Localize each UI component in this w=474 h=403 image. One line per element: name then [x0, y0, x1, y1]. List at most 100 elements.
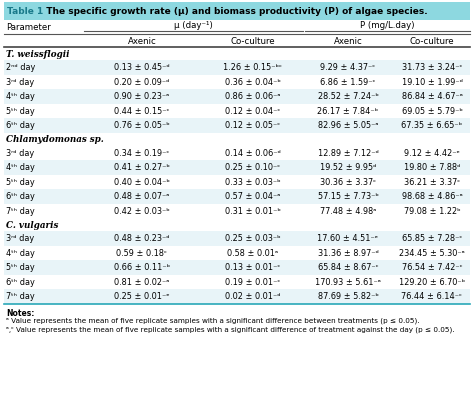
Text: 0.58 ± 0.01ᵃ: 0.58 ± 0.01ᵃ: [228, 249, 279, 258]
Text: 0.13 ± 0.01⁻ᶜ: 0.13 ± 0.01⁻ᶜ: [225, 263, 281, 272]
Text: 6ᵗʰ day: 6ᵗʰ day: [6, 278, 35, 287]
Text: 87.69 ± 5.82⁻ᵇ: 87.69 ± 5.82⁻ᵇ: [318, 292, 378, 301]
Text: 6ᵗʰ day: 6ᵗʰ day: [6, 192, 35, 201]
Text: Parameter: Parameter: [6, 23, 51, 32]
Text: 26.17 ± 7.84⁻ᵇ: 26.17 ± 7.84⁻ᵇ: [318, 106, 379, 116]
Text: Co-culture: Co-culture: [231, 37, 275, 46]
Text: 79.08 ± 1.22ᵇ: 79.08 ± 1.22ᵇ: [404, 207, 460, 216]
Text: 170.93 ± 5.61⁻ᵃ: 170.93 ± 5.61⁻ᵃ: [315, 278, 381, 287]
Text: 19.52 ± 9.95ᵈ: 19.52 ± 9.95ᵈ: [320, 163, 376, 172]
Text: 3ʳᵈ day: 3ʳᵈ day: [6, 149, 34, 158]
Text: 67.35 ± 6.65⁻ᵇ: 67.35 ± 6.65⁻ᵇ: [401, 121, 463, 130]
Text: The specific growth rate (μ) and biomass productivity (P) of algae species.: The specific growth rate (μ) and biomass…: [40, 6, 428, 15]
Text: Axenic: Axenic: [128, 37, 156, 46]
Text: 0.13 ± 0.45⁻ᵈ: 0.13 ± 0.45⁻ᵈ: [114, 63, 170, 72]
Text: 69.05 ± 5.79⁻ᵇ: 69.05 ± 5.79⁻ᵇ: [401, 106, 463, 116]
Text: 0.76 ± 0.05⁻ᵇ: 0.76 ± 0.05⁻ᵇ: [114, 121, 170, 130]
Text: 0.41 ± 0.27⁻ᵇ: 0.41 ± 0.27⁻ᵇ: [114, 163, 170, 172]
Text: 82.96 ± 5.05⁻ᵃ: 82.96 ± 5.05⁻ᵃ: [318, 121, 378, 130]
Text: 0.48 ± 0.07⁻ᵃ: 0.48 ± 0.07⁻ᵃ: [114, 192, 170, 201]
Text: 12.89 ± 7.12⁻ᵈ: 12.89 ± 7.12⁻ᵈ: [318, 149, 378, 158]
Text: 28.52 ± 7.24⁻ᵇ: 28.52 ± 7.24⁻ᵇ: [318, 92, 378, 101]
Bar: [4, 289, 470, 303]
Text: 98.68 ± 4.86⁻ᵃ: 98.68 ± 4.86⁻ᵃ: [401, 192, 462, 201]
Text: 0.81 ± 0.02⁻ᵃ: 0.81 ± 0.02⁻ᵃ: [114, 278, 170, 287]
Text: 65.85 ± 7.28⁻ᶜ: 65.85 ± 7.28⁻ᶜ: [402, 234, 462, 243]
Text: 234.45 ± 5.30⁻ᵃ: 234.45 ± 5.30⁻ᵃ: [399, 249, 465, 258]
Text: 0.19 ± 0.01⁻ᶜ: 0.19 ± 0.01⁻ᶜ: [225, 278, 281, 287]
Text: Chlamydomonas sp.: Chlamydomonas sp.: [6, 135, 104, 144]
Text: 0.57 ± 0.04⁻ᵃ: 0.57 ± 0.04⁻ᵃ: [225, 192, 281, 201]
Text: 3ʳᵈ day: 3ʳᵈ day: [6, 77, 34, 87]
Text: 0.66 ± 0.11⁻ᵇ: 0.66 ± 0.11⁻ᵇ: [114, 263, 170, 272]
Text: 0.12 ± 0.05⁻ᶜ: 0.12 ± 0.05⁻ᶜ: [225, 121, 281, 130]
Text: 9.29 ± 4.37⁻ᶜ: 9.29 ± 4.37⁻ᶜ: [320, 63, 375, 72]
Text: 9.12 ± 4.42⁻ᵉ: 9.12 ± 4.42⁻ᵉ: [404, 149, 460, 158]
Text: 2ⁿᵈ day: 2ⁿᵈ day: [6, 63, 35, 72]
Text: 0.40 ± 0.04⁻ᵇ: 0.40 ± 0.04⁻ᵇ: [114, 178, 170, 187]
Text: 0.20 ± 0.09⁻ᵈ: 0.20 ± 0.09⁻ᵈ: [114, 77, 170, 87]
Text: 19.10 ± 1.99⁻ᵈ: 19.10 ± 1.99⁻ᵈ: [401, 77, 463, 87]
Text: 5ᵗʰ day: 5ᵗʰ day: [6, 106, 35, 116]
Text: 0.59 ± 0.18ᶜ: 0.59 ± 0.18ᶜ: [117, 249, 167, 258]
Bar: [4, 89, 470, 104]
Text: 0.25 ± 0.03⁻ᵇ: 0.25 ± 0.03⁻ᵇ: [225, 234, 281, 243]
Text: 1.26 ± 0.15⁻ᵇᶜ: 1.26 ± 0.15⁻ᵇᶜ: [224, 63, 283, 72]
Text: Axenic: Axenic: [334, 37, 363, 46]
Text: 4ᵗʰ day: 4ᵗʰ day: [6, 249, 35, 258]
Bar: [4, 118, 470, 133]
Text: 86.84 ± 4.67⁻ᵃ: 86.84 ± 4.67⁻ᵃ: [401, 92, 463, 101]
Bar: [4, 2, 470, 20]
Text: 0.02 ± 0.01⁻ᵈ: 0.02 ± 0.01⁻ᵈ: [225, 292, 281, 301]
Text: 0.34 ± 0.19⁻ᶜ: 0.34 ± 0.19⁻ᶜ: [114, 149, 170, 158]
Text: 36.21 ± 3.37ᶜ: 36.21 ± 3.37ᶜ: [404, 178, 460, 187]
Text: 0.86 ± 0.06⁻ᵃ: 0.86 ± 0.06⁻ᵃ: [225, 92, 281, 101]
Text: 5ᵗʰ day: 5ᵗʰ day: [6, 263, 35, 272]
Bar: [4, 104, 470, 118]
Text: 0.44 ± 0.15⁻ᶜ: 0.44 ± 0.15⁻ᶜ: [114, 106, 170, 116]
Text: 65.84 ± 8.67⁻ᶜ: 65.84 ± 8.67⁻ᶜ: [318, 263, 378, 272]
Text: 0.42 ± 0.03⁻ᵇ: 0.42 ± 0.03⁻ᵇ: [114, 207, 170, 216]
Text: μ (day⁻¹): μ (day⁻¹): [174, 21, 213, 30]
Text: 0.90 ± 0.23⁻ᵃ: 0.90 ± 0.23⁻ᵃ: [114, 92, 170, 101]
Text: T. weissflogii: T. weissflogii: [6, 50, 70, 59]
Text: 76.54 ± 7.42⁻ᶜ: 76.54 ± 7.42⁻ᶜ: [401, 263, 462, 272]
Bar: [4, 60, 470, 75]
Text: 77.48 ± 4.98ᵃ: 77.48 ± 4.98ᵃ: [320, 207, 376, 216]
Text: C. vulgaris: C. vulgaris: [6, 221, 58, 230]
Text: 0.25 ± 0.01⁻ᵉ: 0.25 ± 0.01⁻ᵉ: [114, 292, 170, 301]
Text: 7ᵗʰ day: 7ᵗʰ day: [6, 207, 35, 216]
Text: 19.80 ± 7.88ᵈ: 19.80 ± 7.88ᵈ: [404, 163, 460, 172]
Text: P (mg/L.day): P (mg/L.day): [360, 21, 415, 30]
Text: ᵃ Value represents the mean of five replicate samples with a significant differe: ᵃ Value represents the mean of five repl…: [6, 318, 419, 324]
Bar: [4, 189, 470, 204]
Text: 76.44 ± 6.14⁻ᶜ: 76.44 ± 6.14⁻ᶜ: [401, 292, 463, 301]
Text: 6.86 ± 1.59⁻ᶜ: 6.86 ± 1.59⁻ᶜ: [320, 77, 376, 87]
Bar: [4, 145, 470, 160]
Bar: [4, 75, 470, 89]
Bar: [4, 274, 470, 289]
Text: 0.36 ± 0.04⁻ᵇ: 0.36 ± 0.04⁻ᵇ: [225, 77, 281, 87]
Bar: [4, 245, 470, 260]
Bar: [4, 260, 470, 274]
Text: Table 1: Table 1: [7, 6, 43, 15]
Text: Co-culture: Co-culture: [410, 37, 454, 46]
Bar: [4, 160, 470, 174]
Bar: [4, 231, 470, 245]
Bar: [4, 174, 470, 189]
Text: 5ᵗʰ day: 5ᵗʰ day: [6, 178, 35, 187]
Bar: [4, 204, 470, 218]
Text: 4ᵗʰ day: 4ᵗʰ day: [6, 163, 35, 172]
Text: 7ᵗʰ day: 7ᵗʰ day: [6, 292, 35, 301]
Text: 3ʳᵈ day: 3ʳᵈ day: [6, 234, 34, 243]
Text: 0.25 ± 0.10⁻ᶜ: 0.25 ± 0.10⁻ᶜ: [225, 163, 281, 172]
Text: ᵃ,ᶜ Value represents the mean of five replicate samples with a significant diffe: ᵃ,ᶜ Value represents the mean of five re…: [6, 326, 455, 333]
Text: Notes:: Notes:: [6, 309, 35, 318]
Text: 0.14 ± 0.06⁻ᵈ: 0.14 ± 0.06⁻ᵈ: [225, 149, 281, 158]
Text: 17.60 ± 4.51⁻ᵉ: 17.60 ± 4.51⁻ᵉ: [318, 234, 379, 243]
Text: 31.36 ± 8.97⁻ᵈ: 31.36 ± 8.97⁻ᵈ: [318, 249, 378, 258]
Text: 57.15 ± 7.73⁻ᵇ: 57.15 ± 7.73⁻ᵇ: [318, 192, 378, 201]
Text: 0.33 ± 0.03⁻ᵇ: 0.33 ± 0.03⁻ᵇ: [225, 178, 281, 187]
Text: 0.31 ± 0.01⁻ᵇ: 0.31 ± 0.01⁻ᵇ: [225, 207, 281, 216]
Text: 4ᵗʰ day: 4ᵗʰ day: [6, 92, 35, 101]
